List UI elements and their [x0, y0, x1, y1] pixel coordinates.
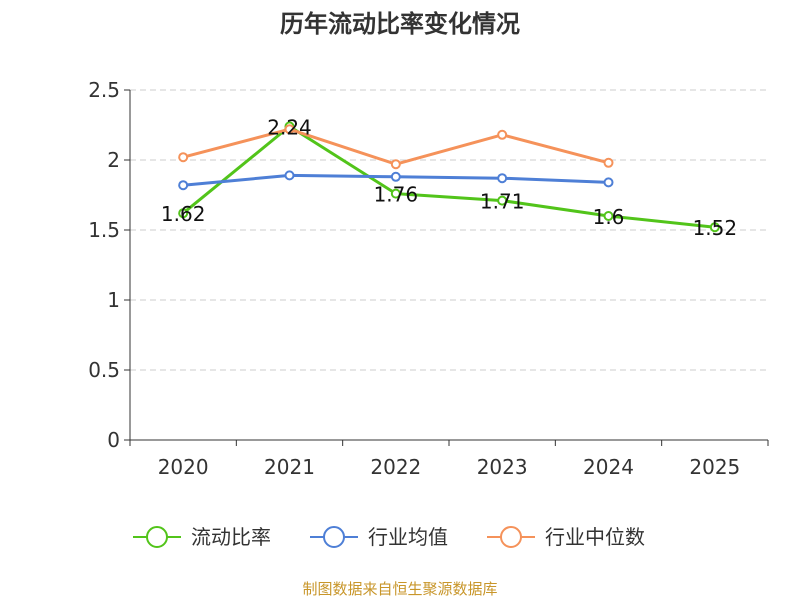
data-point [390, 171, 401, 182]
data-label: 2.24 [267, 115, 312, 139]
series-line-3 [182, 127, 609, 166]
legend-label: 行业中位数 [545, 525, 645, 549]
data-point [284, 124, 295, 135]
data-point [390, 159, 401, 170]
x-tick-label: 2024 [583, 455, 634, 479]
legend-label: 流动比率 [191, 525, 271, 549]
legend-marker [323, 526, 345, 548]
data-label: 1.71 [480, 190, 525, 214]
legend-item-3[interactable]: 行业中位数 [487, 525, 645, 549]
y-tick-label: 2.5 [88, 78, 120, 102]
y-tick-label: 1 [107, 288, 120, 312]
data-point [709, 222, 720, 233]
data-point [390, 188, 401, 199]
series-line-1 [182, 124, 715, 229]
x-tick-label: 2022 [370, 455, 421, 479]
grid-lines [130, 89, 768, 371]
x-tick-label: 2023 [477, 455, 528, 479]
data-labels: 1.62 2.24 1.76 1.71 1.6 1.52 [161, 115, 737, 240]
data-point [497, 195, 508, 206]
y-tick-label: 0 [107, 428, 120, 452]
data-label: 1.76 [374, 183, 419, 207]
data-point [603, 157, 614, 168]
data-point [497, 173, 508, 184]
legend[interactable]: 流动比率 行业均值 行业中位数 [133, 525, 645, 549]
data-point [497, 129, 508, 140]
data-point [603, 211, 614, 221]
legend-label: 行业均值 [368, 525, 448, 549]
legend-marker [146, 526, 168, 548]
series-lines [178, 121, 720, 233]
chart-title: 历年流动比率变化情况 [280, 10, 520, 38]
x-tick-label: 2025 [689, 455, 740, 479]
x-tick-label: 2021 [264, 455, 315, 479]
y-tick-label: 1.5 [88, 218, 120, 242]
data-label: 1.52 [693, 216, 738, 240]
data-point [178, 208, 189, 219]
legend-item-2[interactable]: 行业均值 [310, 525, 448, 549]
legend-marker [500, 526, 522, 548]
data-point [178, 152, 189, 163]
data-point [603, 177, 614, 188]
y-tick-label: 0.5 [88, 358, 120, 382]
y-tick-label: 2 [107, 148, 120, 172]
data-point [284, 170, 295, 181]
data-label: 1.62 [161, 202, 206, 226]
data-point [178, 180, 189, 191]
source-note: 制图数据来自恒生聚源数据库 [302, 580, 498, 598]
data-label: 1.6 [593, 205, 625, 229]
x-tick-label: 2020 [158, 455, 209, 479]
legend-item-1[interactable]: 流动比率 [133, 525, 271, 549]
